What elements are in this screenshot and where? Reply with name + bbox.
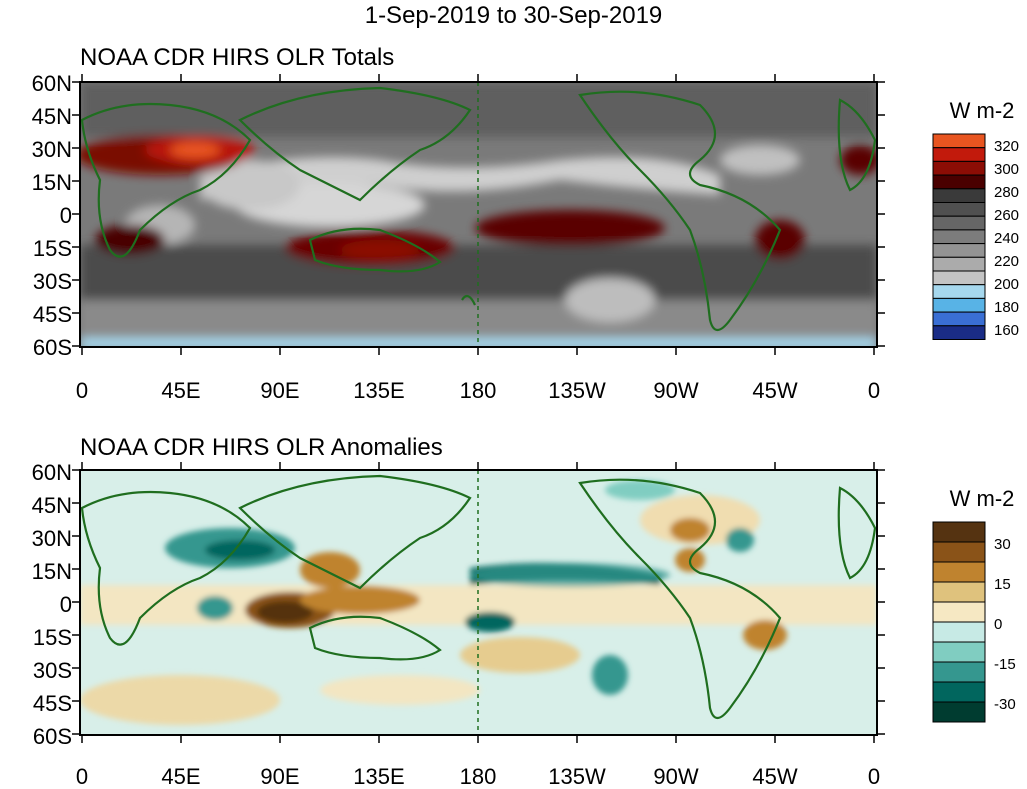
colorbar-label: 15 xyxy=(994,576,1011,593)
colorbar-label: 180 xyxy=(994,299,1020,316)
olr-anomaly-field xyxy=(80,480,877,725)
lon-label: 180 xyxy=(459,378,497,403)
totals-map xyxy=(80,82,877,347)
colorbar-swatch xyxy=(932,147,986,162)
colorbar-swatch xyxy=(932,270,986,286)
lat-label: 0 xyxy=(59,592,72,617)
colorbar-swatch xyxy=(932,188,986,204)
lon-label: 90E xyxy=(260,378,300,403)
lon-label: 45W xyxy=(752,764,798,789)
lon-label: 0 xyxy=(867,378,881,403)
colorbar-swatch xyxy=(932,311,986,327)
colorbar-swatch xyxy=(932,325,986,340)
colorbar-swatch xyxy=(932,621,986,643)
colorbar-label: 30 xyxy=(994,536,1011,553)
lon-label: 135W xyxy=(548,764,606,789)
lat-label: 15N xyxy=(31,170,72,195)
lon-label: 0 xyxy=(75,764,89,789)
colorbar-label: 0 xyxy=(994,616,1003,633)
lat-label: 30S xyxy=(32,269,72,294)
colorbar-label: 300 xyxy=(994,161,1020,178)
coastlines xyxy=(80,474,877,720)
lat-label: 15N xyxy=(31,559,72,584)
colorbar-swatch xyxy=(932,174,986,190)
colorbar-swatch xyxy=(932,243,986,258)
colorbar-label: 160 xyxy=(994,322,1020,339)
lat-label: 15S xyxy=(32,236,72,261)
colorbar-label: 220 xyxy=(994,253,1020,270)
colorbar-swatch xyxy=(932,133,986,149)
lat-label: 60N xyxy=(31,460,72,485)
colorbar-swatch xyxy=(932,521,986,543)
panel-title-totals: NOAA CDR HIRS OLR Totals xyxy=(80,44,395,71)
colorbar-swatch xyxy=(932,681,986,703)
lat-label: 45S xyxy=(32,691,72,716)
ticks-totals xyxy=(72,74,885,355)
units-label-totals: W m-2 xyxy=(949,98,1015,123)
colorbar-label: 200 xyxy=(994,276,1020,293)
units-label-anomalies: W m-2 xyxy=(949,486,1015,511)
lon-label: 135W xyxy=(548,378,606,403)
colorbar-label: 240 xyxy=(994,230,1020,247)
lat-label: 30N xyxy=(31,137,72,162)
lon-label: 0 xyxy=(75,378,89,403)
colorbar-label: 280 xyxy=(994,184,1020,201)
colorbar-swatch xyxy=(932,215,986,231)
colorbar-swatch xyxy=(932,256,986,272)
lat-label: 60S xyxy=(32,335,72,360)
colorbar-swatch xyxy=(932,160,986,176)
lon-label: 0 xyxy=(867,764,881,789)
colorbar-label: -30 xyxy=(994,696,1016,713)
lon-label: 90E xyxy=(260,764,300,789)
lon-label: 135E xyxy=(353,764,405,789)
lon-label: 45E xyxy=(161,764,201,789)
lat-label: 30N xyxy=(31,526,72,551)
colorbar-swatch xyxy=(932,284,986,299)
lat-label: 60S xyxy=(32,724,72,749)
colorbar-swatch xyxy=(932,561,986,583)
lon-label: 90W xyxy=(653,378,699,403)
lat-label: 30S xyxy=(32,658,72,683)
colorbar-anomalies xyxy=(932,521,986,723)
lon-label: 45E xyxy=(161,378,201,403)
lat-label: 45N xyxy=(31,493,72,518)
lat-label: 15S xyxy=(32,625,72,650)
lat-label: 60N xyxy=(31,71,72,96)
colorbar-swatch xyxy=(932,661,986,683)
colorbar-totals xyxy=(932,133,986,340)
colorbar-label: -15 xyxy=(994,656,1016,673)
ticks-anomalies xyxy=(72,462,885,743)
colorbar-swatch xyxy=(932,202,986,217)
lat-label: 45S xyxy=(32,302,72,327)
anomalies-map xyxy=(80,470,877,735)
colorbar-swatch xyxy=(932,541,986,563)
colorbar-swatch xyxy=(932,701,986,723)
colorbar-swatch xyxy=(932,601,986,623)
lon-label: 180 xyxy=(459,764,497,789)
lon-label: 90W xyxy=(653,764,699,789)
lat-label: 45N xyxy=(31,104,72,129)
colorbar-swatch xyxy=(932,581,986,603)
colorbar-swatch xyxy=(932,297,986,313)
lon-label: 45W xyxy=(752,378,798,403)
colorbar-swatch xyxy=(932,641,986,663)
lat-label: 0 xyxy=(59,203,72,228)
coastlines xyxy=(80,86,877,332)
panel-title-anomalies: NOAA CDR HIRS OLR Anomalies xyxy=(80,434,443,461)
colorbar-label: 320 xyxy=(994,138,1020,155)
figure-title: 1-Sep-2019 to 30-Sep-2019 xyxy=(364,2,663,29)
lon-label: 135E xyxy=(353,378,405,403)
colorbar-label: 260 xyxy=(994,207,1020,224)
colorbar-swatch xyxy=(932,229,986,245)
